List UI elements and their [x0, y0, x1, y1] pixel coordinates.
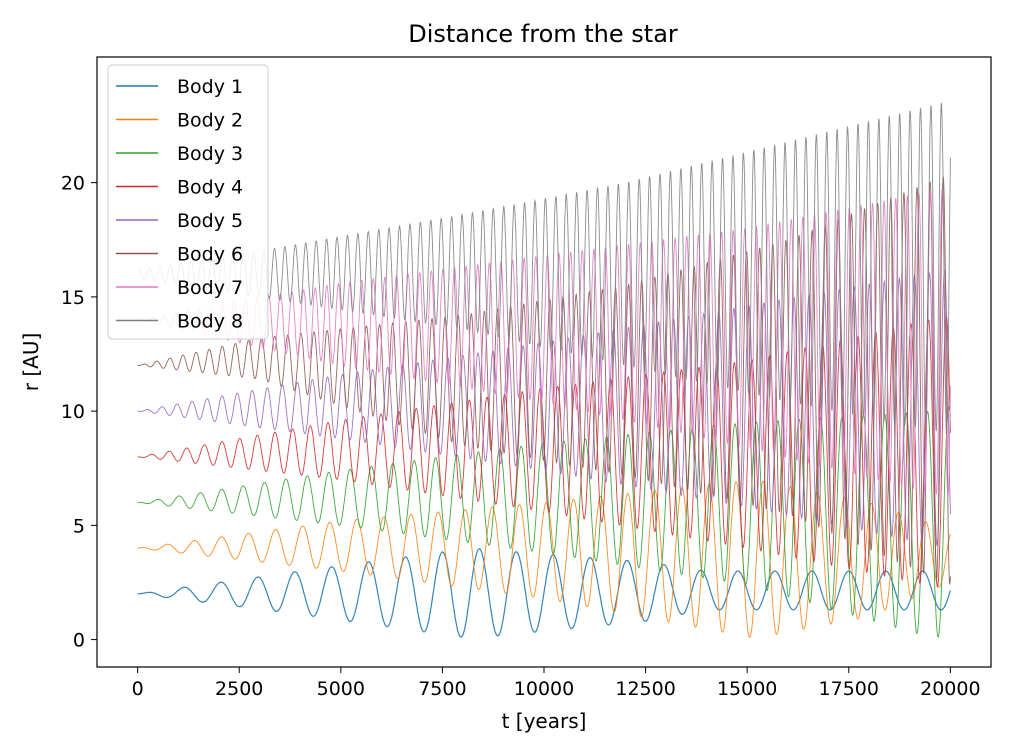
y-tick-label: 20: [61, 173, 85, 195]
x-tick-label: 17500: [819, 678, 879, 700]
x-tick-label: 10000: [514, 678, 574, 700]
legend-label: Body 8: [177, 311, 243, 333]
series-line-body-7: [137, 188, 951, 499]
x-tick-label: 12500: [615, 678, 675, 700]
y-axis-ticks: 0 5 10 15 20: [61, 173, 97, 652]
x-axis-label: t [years]: [502, 709, 587, 733]
x-tick-label: 7500: [418, 678, 466, 700]
series-line-body-8: [137, 102, 951, 434]
y-tick-label: 0: [73, 630, 85, 652]
legend-label: Body 3: [177, 143, 243, 165]
legend-label: Body 4: [177, 177, 243, 199]
chart-title: Distance from the star: [408, 20, 678, 48]
y-tick-label: 5: [73, 515, 85, 537]
x-tick-label: 0: [132, 678, 144, 700]
legend-label: Body 1: [177, 76, 243, 98]
x-axis-ticks: 0 2500 5000 7500 10000 12500 15000 17500 20000: [132, 667, 981, 700]
series-line-body-4: [137, 314, 951, 588]
series-line-body-1: [137, 548, 951, 638]
x-tick-label: 5000: [317, 678, 365, 700]
x-tick-label: 20000: [920, 678, 980, 700]
y-tick-label: 10: [61, 401, 85, 423]
legend-box: [107, 64, 269, 340]
y-axis-label: r [AU]: [19, 333, 43, 392]
x-tick-label: 15000: [717, 678, 777, 700]
legend-label: Body 2: [177, 110, 243, 132]
x-tick-label: 2500: [215, 678, 263, 700]
legend-label: Body 7: [177, 277, 243, 299]
y-tick-label: 15: [61, 287, 85, 309]
legend-label: Body 5: [177, 210, 243, 232]
legend: Body 1 Body 2 Body 3 Body 4 Body 5 Body 6 Body…: [107, 64, 269, 340]
legend-label: Body 6: [177, 244, 243, 266]
plot-series-group: [137, 102, 951, 638]
